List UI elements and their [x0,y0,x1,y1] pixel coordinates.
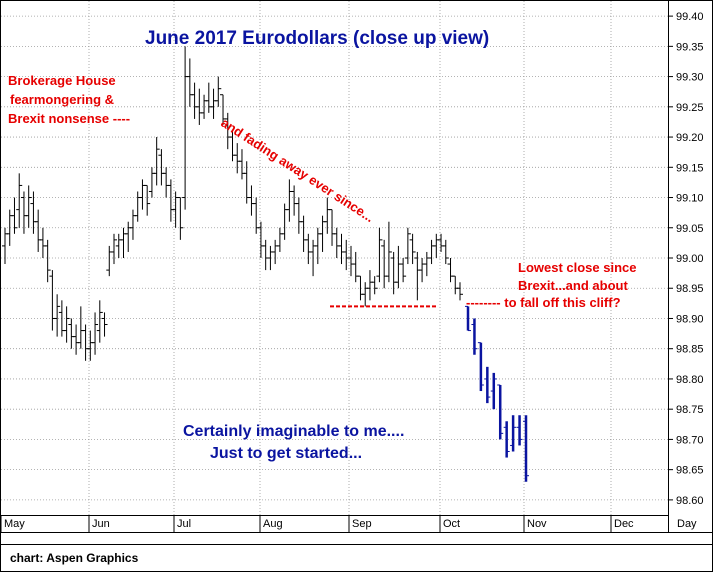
ohlc-bar [400,258,407,283]
ohlc-bar [111,233,118,265]
y-tick-label: 98.60 [676,495,704,507]
y-tick-label: 99.20 [676,132,704,144]
projection-bar [484,366,491,404]
ohlc-bar [11,197,18,234]
ohlc-bar [153,137,160,186]
y-tick-label: 99.10 [676,193,704,205]
ohlc-bar [457,282,463,301]
y-tick-label: 99.05 [676,223,704,235]
x-axis-label: Day [677,518,697,530]
y-tick-label: 99.00 [676,253,704,265]
y-tick-label: 99.40 [676,11,704,23]
ohlc-bar [376,227,383,283]
projection-bar [510,415,517,452]
y-tick-label: 99.30 [676,72,704,84]
y-tick-label: 98.95 [676,283,704,295]
x-tick-label: Jun [92,518,110,530]
projection-bar [477,342,484,392]
projection-bar [516,415,523,446]
annotation-brokerage-line3: Brexit nonsense ---- [8,111,130,126]
projection-bars [465,305,529,482]
projection-bar [465,305,471,332]
x-tick-label: Sep [352,518,372,530]
annotation-brokerage-line1: Brokerage House [8,73,116,88]
y-tick-label: 98.70 [676,434,704,446]
grid-lines [1,1,668,515]
projection-bar [471,318,478,355]
ohlc-bar [44,239,51,283]
projection-bar [503,421,510,458]
annotation-projection-line2: Just to get started... [210,445,362,462]
annotation-projection-line1: Certainly imaginable to me.... [183,423,404,440]
x-tick-label: May [4,518,25,530]
y-tick-label: 99.35 [676,41,704,53]
x-tick-label: Dec [614,518,634,530]
projection-bar [523,415,529,482]
x-tick-label: Jul [177,518,191,530]
chart-title: June 2017 Eurodollars (close up view) [145,28,489,49]
annotation-lowest-line2: Brexit...and about [518,278,628,293]
ohlc-bar [101,312,108,337]
price-bars [2,46,463,361]
price-axis: 99.40 99.35 99.30 99.25 99.20 99.15 99.10 99.05… [668,11,704,507]
projection-bar [497,384,504,440]
ohlc-bar [25,185,32,228]
x-tick-label: Nov [527,518,547,530]
y-tick-label: 98.90 [676,313,704,325]
ohlc-bar [16,173,23,228]
ohlc-bar [92,312,99,355]
ohlc-bar [54,294,61,337]
y-tick-label: 99.15 [676,162,704,174]
y-tick-label: 98.80 [676,374,704,386]
ohlc-bar [371,276,378,295]
y-tick-label: 98.75 [676,404,704,416]
ohlc-bar [96,300,103,343]
x-tick-label: Aug [263,518,283,530]
ohlc-bar [215,76,222,107]
y-tick-label: 98.65 [676,465,704,477]
annotation-lowest-line1: Lowest close since [518,260,637,275]
month-axis: May Jun Jul Aug Sep Oct Nov Dec [0,515,634,532]
ohlc-bar [63,306,70,343]
annotation-brokerage-line2: fearmongering & [10,92,114,107]
projection-bar [490,372,497,410]
ohlc-bar [177,197,184,240]
x-tick-label: Oct [443,518,460,530]
ohlc-bar [385,221,392,283]
ohlc-bar [144,184,151,216]
ohlc-bar [442,239,449,265]
ohlc-bar [409,233,416,265]
source-credit: chart: Aspen Graphics [10,551,139,565]
annotation-lowest-line3: -------- to fall off this cliff? [466,295,621,310]
y-tick-label: 99.25 [676,102,704,114]
y-tick-label: 98.85 [676,344,704,356]
ohlc-bar [404,227,411,265]
